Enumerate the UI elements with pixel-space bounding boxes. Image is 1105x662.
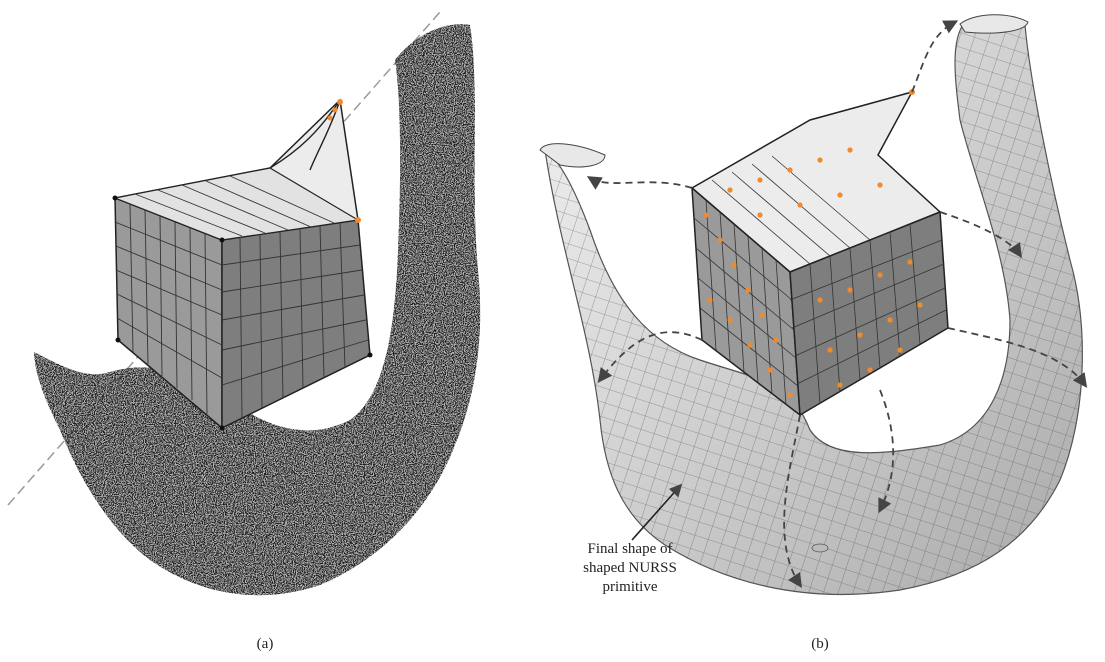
- nurss-surface-mandible: [539, 14, 1083, 596]
- panel-b: [539, 14, 1088, 596]
- lattice-cube-b: [690, 89, 949, 417]
- annotation-line-1: Final shape of: [587, 541, 673, 557]
- panel-a-label: (a): [256, 636, 274, 652]
- panel-b-label: (b): [811, 636, 829, 652]
- lattice-cube-a: [112, 98, 373, 431]
- annotation-line-2: shaped NURSS: [583, 560, 677, 576]
- deformation-arrows: [586, 20, 1088, 588]
- annotation-line-3: primitive: [602, 579, 658, 595]
- annotation-pointer: [631, 483, 683, 541]
- annotation-text: Final shape of shaped NURSS primitive: [570, 540, 690, 597]
- point-cloud-mandible: [34, 24, 481, 596]
- panel-a: [7, 11, 481, 596]
